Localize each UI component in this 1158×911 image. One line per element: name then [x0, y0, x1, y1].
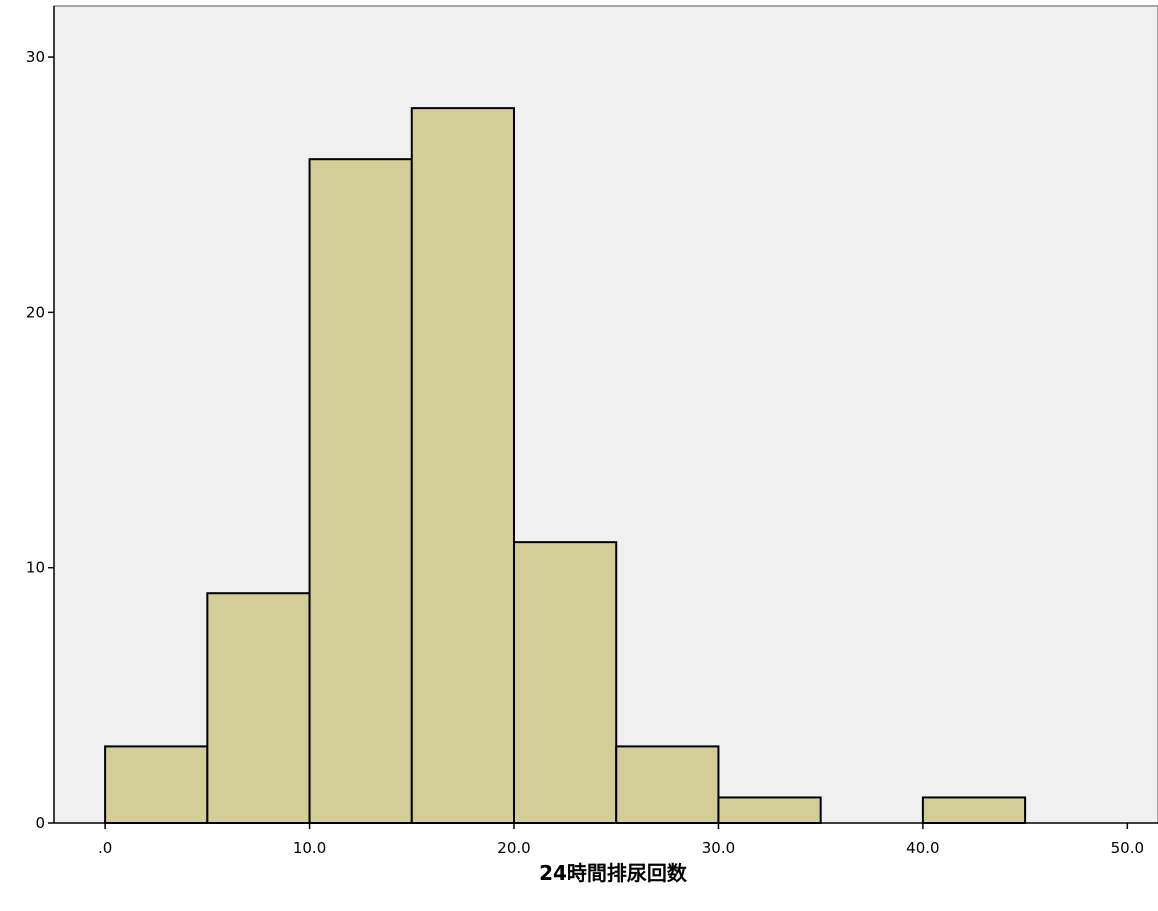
x-tick-label: 40.0	[906, 839, 939, 857]
x-tick-label: .0	[98, 839, 112, 857]
histogram-bar	[104, 745, 209, 824]
histogram-bar	[615, 745, 720, 824]
x-tick-label: 20.0	[497, 839, 530, 857]
y-tick-label: 30	[26, 48, 45, 66]
histogram-bar	[308, 158, 413, 824]
y-tick-label: 10	[26, 559, 45, 577]
x-axis-title: 24時間排尿回数	[539, 861, 688, 885]
x-tick-label: 30.0	[702, 839, 735, 857]
y-tick-label: 20	[26, 303, 45, 321]
x-tick-label: 10.0	[293, 839, 326, 857]
bars-group	[104, 107, 1027, 824]
x-tick-label: 50.0	[1111, 839, 1144, 857]
x-ticks-group: .0 10.0 20.0 30.0 40.0 50.0	[98, 823, 1144, 857]
histogram-bar	[717, 796, 822, 824]
y-ticks-group: 0 10 20 30	[26, 48, 54, 832]
histogram-bar	[513, 541, 618, 824]
histogram-bar	[921, 796, 1027, 824]
histogram-bar	[206, 592, 311, 824]
histogram-bar	[410, 107, 515, 824]
y-tick-label: 0	[35, 814, 45, 832]
